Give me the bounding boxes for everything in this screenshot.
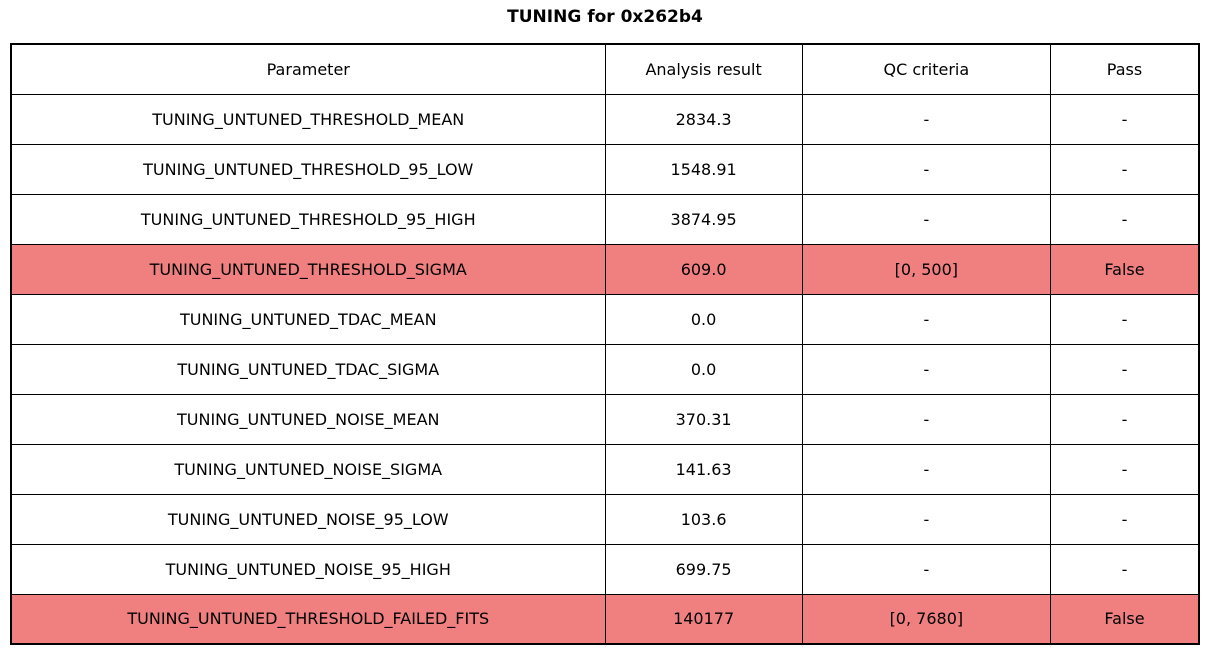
cell-qc-criteria: - [801, 143, 1051, 195]
cell-analysis-result: 103.6 [604, 493, 803, 545]
table-row: TUNING_UNTUNED_THRESHOLD_95_HIGH 3874.95… [10, 193, 1200, 245]
header-row: Parameter Analysis result QC criteria Pa… [10, 43, 1200, 95]
cell-qc-criteria: - [801, 543, 1051, 595]
cell-analysis-result: 140177 [604, 593, 803, 645]
cell-parameter: TUNING_UNTUNED_THRESHOLD_MEAN [10, 93, 606, 145]
cell-parameter: TUNING_UNTUNED_THRESHOLD_95_LOW [10, 143, 606, 195]
cell-parameter: TUNING_UNTUNED_THRESHOLD_FAILED_FITS [10, 593, 606, 645]
cell-qc-criteria: - [801, 193, 1051, 245]
page-title: TUNING for 0x262b4 [507, 7, 703, 27]
cell-pass: - [1049, 343, 1200, 395]
table-row: TUNING_UNTUNED_TDAC_MEAN 0.0 - - [10, 293, 1200, 345]
cell-analysis-result: 0.0 [604, 293, 803, 345]
cell-pass: - [1049, 493, 1200, 545]
table-row: TUNING_UNTUNED_NOISE_MEAN 370.31 - - [10, 393, 1200, 445]
cell-analysis-result: 0.0 [604, 343, 803, 395]
cell-pass: - [1049, 293, 1200, 345]
cell-pass: - [1049, 543, 1200, 595]
cell-pass: False [1049, 243, 1200, 295]
column-header-qc-criteria: QC criteria [801, 43, 1051, 95]
cell-qc-criteria: - [801, 93, 1051, 145]
column-header-analysis-result: Analysis result [604, 43, 803, 95]
cell-pass: - [1049, 93, 1200, 145]
column-header-parameter: Parameter [10, 43, 606, 95]
cell-parameter: TUNING_UNTUNED_TDAC_SIGMA [10, 343, 606, 395]
cell-analysis-result: 3874.95 [604, 193, 803, 245]
cell-parameter: TUNING_UNTUNED_NOISE_95_HIGH [10, 543, 606, 595]
cell-pass: - [1049, 393, 1200, 445]
cell-qc-criteria: [0, 500] [801, 243, 1051, 295]
table-row: TUNING_UNTUNED_TDAC_SIGMA 0.0 - - [10, 343, 1200, 395]
cell-parameter: TUNING_UNTUNED_TDAC_MEAN [10, 293, 606, 345]
cell-analysis-result: 1548.91 [604, 143, 803, 195]
column-header-pass: Pass [1049, 43, 1200, 95]
cell-qc-criteria: - [801, 343, 1051, 395]
table-row: TUNING_UNTUNED_THRESHOLD_FAILED_FITS 140… [10, 593, 1200, 645]
table-row: TUNING_UNTUNED_THRESHOLD_95_LOW 1548.91 … [10, 143, 1200, 195]
cell-pass: - [1049, 193, 1200, 245]
cell-analysis-result: 370.31 [604, 393, 803, 445]
cell-analysis-result: 141.63 [604, 443, 803, 495]
cell-pass: - [1049, 443, 1200, 495]
cell-pass: - [1049, 143, 1200, 195]
cell-parameter: TUNING_UNTUNED_NOISE_SIGMA [10, 443, 606, 495]
table-row: TUNING_UNTUNED_NOISE_95_LOW 103.6 - - [10, 493, 1200, 545]
cell-parameter: TUNING_UNTUNED_THRESHOLD_SIGMA [10, 243, 606, 295]
cell-parameter: TUNING_UNTUNED_NOISE_MEAN [10, 393, 606, 445]
table-row: TUNING_UNTUNED_THRESHOLD_MEAN 2834.3 - - [10, 93, 1200, 145]
table-row: TUNING_UNTUNED_NOISE_SIGMA 141.63 - - [10, 443, 1200, 495]
cell-analysis-result: 2834.3 [604, 93, 803, 145]
cell-qc-criteria: - [801, 393, 1051, 445]
cell-parameter: TUNING_UNTUNED_THRESHOLD_95_HIGH [10, 193, 606, 245]
cell-qc-criteria: - [801, 443, 1051, 495]
cell-analysis-result: 699.75 [604, 543, 803, 595]
table-row: TUNING_UNTUNED_THRESHOLD_SIGMA 609.0 [0,… [10, 243, 1200, 295]
cell-qc-criteria: - [801, 493, 1051, 545]
qc-results-table: Parameter Analysis result QC criteria Pa… [10, 43, 1200, 645]
cell-qc-criteria: [0, 7680] [801, 593, 1051, 645]
cell-parameter: TUNING_UNTUNED_NOISE_95_LOW [10, 493, 606, 545]
cell-pass: False [1049, 593, 1200, 645]
table-row: TUNING_UNTUNED_NOISE_95_HIGH 699.75 - - [10, 543, 1200, 595]
cell-qc-criteria: - [801, 293, 1051, 345]
cell-analysis-result: 609.0 [604, 243, 803, 295]
